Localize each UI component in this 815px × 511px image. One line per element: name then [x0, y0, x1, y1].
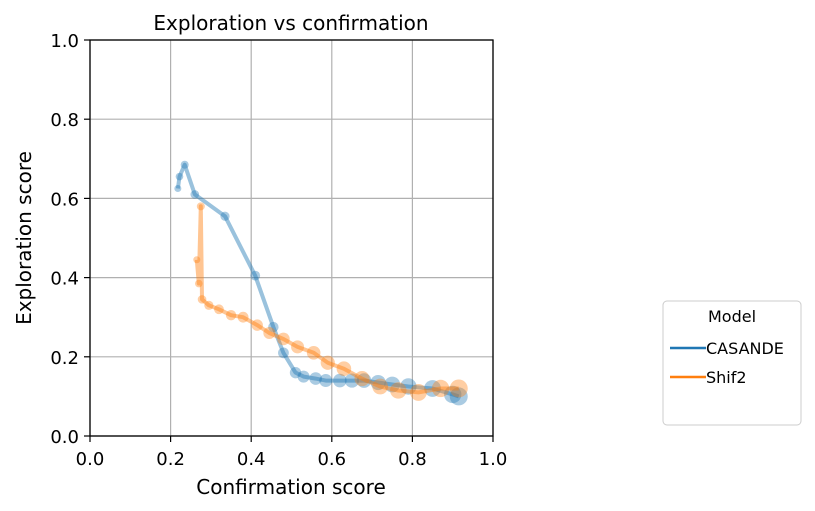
data-point-casande [370, 374, 386, 391]
x-ticks: 0.0 0.2 0.4 0.6 0.8 1.0 [76, 436, 508, 470]
data-point-casande [297, 370, 310, 383]
data-point-shif2 [225, 310, 237, 321]
x-tick-label: 0.6 [317, 449, 346, 470]
data-point-shif2 [410, 384, 427, 401]
data-point-casande [319, 374, 333, 388]
data-point-shif2 [354, 370, 370, 387]
data-point-shif2 [193, 256, 201, 264]
chart-title: Exploration vs confirmation [153, 11, 428, 35]
y-ticks: 0.0 0.2 0.4 0.6 0.8 1.0 [50, 31, 90, 448]
y-tick-label: 1.0 [50, 31, 79, 52]
y-tick-label: 0.0 [50, 427, 79, 448]
data-point-shif2 [431, 379, 450, 398]
data-point-shif2 [204, 300, 214, 310]
series-line-casande [175, 162, 460, 399]
y-tick-label: 0.2 [50, 348, 79, 369]
data-point-casande [289, 366, 302, 379]
data-point-shif2 [263, 327, 276, 340]
data-point-casande [384, 376, 401, 393]
legend-entry-shif2: Shif2 [706, 368, 747, 387]
data-point-shif2 [196, 202, 205, 211]
x-axis-label: Confirmation score [196, 475, 386, 499]
data-point-shif2 [306, 346, 321, 360]
data-point-casande [278, 347, 289, 359]
data-point-shif2 [277, 332, 290, 346]
data-point-casande [174, 185, 182, 192]
series-shif2 [193, 202, 468, 401]
data-point-shif2 [251, 319, 263, 331]
legend-box [662, 300, 802, 426]
data-point-casande [344, 373, 360, 388]
y-tick-label: 0.4 [50, 269, 79, 290]
x-tick-label: 0.4 [237, 449, 266, 470]
data-point-casande [180, 160, 189, 169]
legend-title: Model [708, 307, 756, 326]
data-point-shif2 [372, 378, 389, 395]
series-layer [174, 160, 468, 406]
data-point-shif2 [237, 311, 249, 323]
data-point-casande [175, 172, 184, 181]
data-point-casande [190, 190, 200, 199]
data-point-casande [449, 387, 468, 406]
data-point-shif2 [291, 340, 305, 354]
data-point-casande [250, 270, 261, 281]
data-point-casande [220, 211, 230, 221]
legend: Model CASANDE Shif2 [662, 300, 802, 426]
data-point-shif2 [197, 295, 207, 304]
x-tick-label: 0.0 [76, 449, 105, 470]
legend-entry-casande: CASANDE [706, 339, 784, 358]
series-casande [174, 160, 468, 406]
series-line-shif2 [194, 204, 459, 395]
data-point-casande [268, 321, 279, 333]
plot-frame [89, 39, 494, 437]
x-tick-label: 0.2 [156, 449, 185, 470]
data-point-shif2 [195, 279, 203, 288]
data-point-shif2 [214, 304, 224, 315]
data-point-casande [424, 380, 441, 397]
data-point-casande [356, 373, 372, 388]
y-tick-label: 0.8 [50, 110, 79, 131]
data-point-shif2 [449, 379, 468, 398]
data-point-shif2 [320, 355, 335, 370]
y-axis-label: Exploration score [12, 151, 36, 325]
x-tick-label: 1.0 [479, 449, 508, 470]
data-point-casande [333, 373, 347, 388]
data-point-shif2 [336, 361, 352, 376]
data-point-casande [444, 385, 462, 404]
x-tick-label: 0.8 [398, 449, 427, 470]
data-point-casande [400, 378, 417, 395]
data-point-casande [309, 372, 322, 385]
y-tick-label: 0.6 [50, 189, 79, 210]
data-point-shif2 [390, 382, 407, 399]
